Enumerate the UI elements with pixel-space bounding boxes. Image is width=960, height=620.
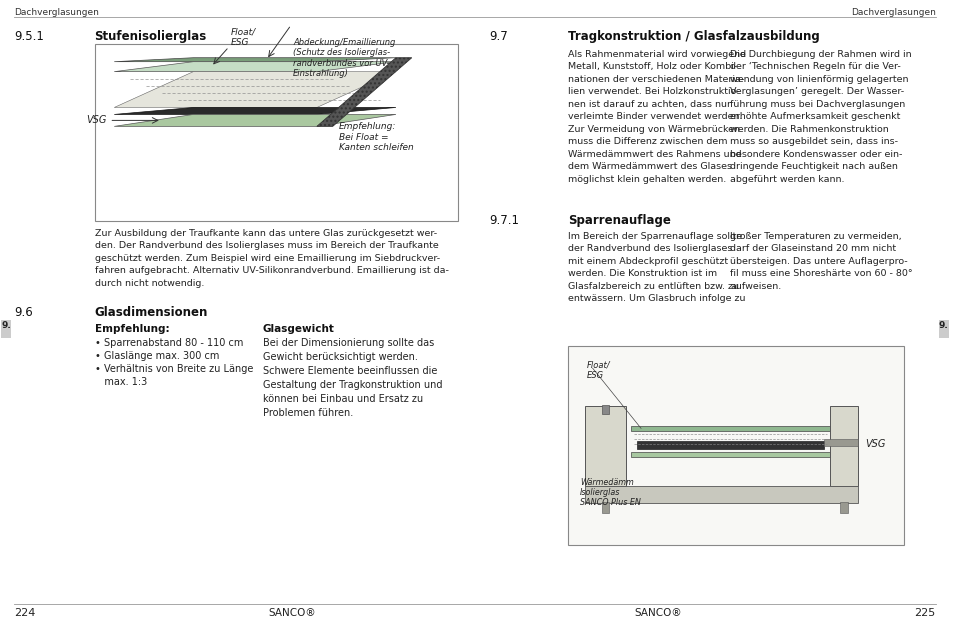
Text: VSG: VSG bbox=[865, 439, 886, 449]
Text: 9.7: 9.7 bbox=[489, 30, 508, 43]
Text: Wärmedämm
Isolierglas
SANCO Plus EN: Wärmedämm Isolierglas SANCO Plus EN bbox=[580, 477, 640, 507]
Text: Im Bereich der Sparrenauflage sollte
der Randverbund des Isolierglases
mit einem: Im Bereich der Sparrenauflage sollte der… bbox=[568, 232, 745, 303]
Text: SANCO®: SANCO® bbox=[634, 608, 682, 618]
Text: Abdeckung/Emaillierung
(Schutz des Isolierglas-
randverbundes vor UV-
Einstrahlu: Abdeckung/Emaillierung (Schutz des Isoli… bbox=[293, 38, 396, 78]
Bar bbox=[939, 321, 949, 339]
Text: Sparrenauflage: Sparrenauflage bbox=[568, 214, 671, 227]
Text: • Verhältnis von Breite zu Länge: • Verhältnis von Breite zu Länge bbox=[94, 364, 252, 374]
Text: 9.5.1: 9.5.1 bbox=[14, 30, 44, 43]
Text: Als Rahmenmaterial wird vorwiegend
Metall, Kunststoff, Holz oder Kombi-
nationen: Als Rahmenmaterial wird vorwiegend Metal… bbox=[568, 50, 746, 184]
Bar bbox=[94, 44, 458, 221]
Text: Tragkonstruktion / Glasfalzausbildung: Tragkonstruktion / Glasfalzausbildung bbox=[568, 30, 820, 43]
Text: VSG: VSG bbox=[86, 115, 107, 125]
Text: großer Temperaturen zu vermeiden,
darf der Glaseinstand 20 mm nicht
übersteigen.: großer Temperaturen zu vermeiden, darf d… bbox=[730, 232, 913, 291]
Text: 224: 224 bbox=[14, 608, 36, 618]
Bar bbox=[829, 406, 857, 485]
Polygon shape bbox=[317, 58, 412, 126]
Polygon shape bbox=[114, 115, 396, 126]
Text: 9.: 9. bbox=[939, 321, 948, 330]
Bar bbox=[568, 347, 904, 545]
Text: Glasgewicht: Glasgewicht bbox=[262, 324, 334, 334]
Polygon shape bbox=[114, 58, 396, 62]
Bar bbox=[602, 405, 610, 414]
Text: 225: 225 bbox=[914, 608, 936, 618]
Bar bbox=[631, 426, 829, 431]
Bar bbox=[1, 321, 12, 339]
Text: SANCO®: SANCO® bbox=[269, 608, 316, 618]
Bar bbox=[602, 502, 610, 513]
Text: 9.: 9. bbox=[1, 321, 11, 330]
Bar bbox=[585, 485, 857, 503]
Text: 9.7.1: 9.7.1 bbox=[489, 214, 518, 227]
Polygon shape bbox=[114, 72, 396, 107]
Text: Dachverglasungen: Dachverglasungen bbox=[14, 8, 99, 17]
Bar bbox=[824, 439, 857, 446]
Text: Empfehlung:: Empfehlung: bbox=[94, 324, 169, 334]
Text: Empfehlung:
Bei Float =
Kanten schleifen: Empfehlung: Bei Float = Kanten schleifen bbox=[339, 122, 414, 152]
Text: 9.6: 9.6 bbox=[14, 306, 34, 319]
Text: Bei der Dimensionierung sollte das
Gewicht berücksichtigt werden.
Schwere Elemen: Bei der Dimensionierung sollte das Gewic… bbox=[262, 339, 442, 419]
Text: Dachverglasungen: Dachverglasungen bbox=[851, 8, 936, 17]
Text: Float/
ESG: Float/ ESG bbox=[231, 27, 256, 46]
Text: Zur Ausbildung der Traufkante kann das untere Glas zurückgesetzt wer-
den. Der R: Zur Ausbildung der Traufkante kann das u… bbox=[94, 229, 448, 288]
Polygon shape bbox=[114, 107, 396, 115]
Text: Stufenisolierglas: Stufenisolierglas bbox=[94, 30, 206, 43]
Text: Die Durchbiegung der Rahmen wird in
der ‘Technischen Regeln für die Ver-
wendung: Die Durchbiegung der Rahmen wird in der … bbox=[730, 50, 912, 184]
Text: max. 1:3: max. 1:3 bbox=[94, 377, 147, 387]
Text: Float/
ESG: Float/ ESG bbox=[587, 360, 611, 379]
Text: Glasdimensionen: Glasdimensionen bbox=[94, 306, 208, 319]
Bar bbox=[840, 502, 848, 513]
Text: • Sparrenabstand 80 - 110 cm: • Sparrenabstand 80 - 110 cm bbox=[94, 339, 243, 348]
Bar bbox=[637, 441, 824, 449]
Bar bbox=[585, 406, 626, 485]
Bar bbox=[631, 452, 829, 457]
Polygon shape bbox=[114, 62, 396, 72]
Text: • Glaslänge max. 300 cm: • Glaslänge max. 300 cm bbox=[94, 352, 219, 361]
